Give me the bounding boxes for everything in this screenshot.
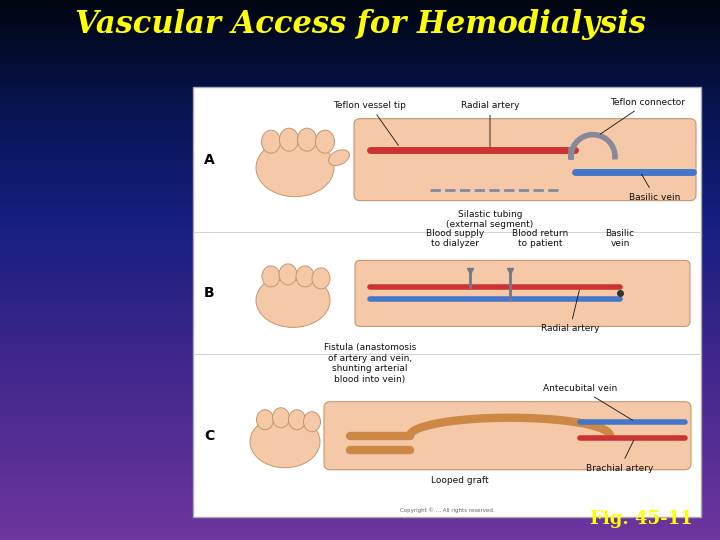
Ellipse shape [328,150,349,166]
Ellipse shape [261,130,281,153]
Text: Antecubital vein: Antecubital vein [543,384,633,420]
Ellipse shape [256,139,334,197]
Ellipse shape [256,410,274,430]
Text: Silastic tubing
(external segment): Silastic tubing (external segment) [446,210,534,229]
Text: Radial artery: Radial artery [461,100,519,147]
Text: Brachial artery: Brachial artery [586,440,654,472]
Ellipse shape [304,411,320,432]
Text: Vascular Access for Hemodialysis: Vascular Access for Hemodialysis [75,9,645,39]
Text: C: C [204,429,215,443]
FancyBboxPatch shape [354,119,696,201]
FancyBboxPatch shape [324,402,691,470]
Text: Fig. 45-11: Fig. 45-11 [590,510,693,528]
Ellipse shape [312,268,330,289]
Ellipse shape [296,266,314,287]
Ellipse shape [256,273,330,327]
Text: Teflon vessel tip: Teflon vessel tip [333,100,406,145]
Text: Blood supply
to dialyzer: Blood supply to dialyzer [426,229,484,248]
FancyBboxPatch shape [355,260,690,326]
Ellipse shape [262,266,280,287]
Ellipse shape [297,128,317,151]
Ellipse shape [279,128,299,151]
Text: Teflon connector: Teflon connector [600,98,685,134]
Ellipse shape [272,408,289,428]
Text: Looped graft: Looped graft [431,476,489,485]
Ellipse shape [279,264,297,285]
Ellipse shape [315,130,335,153]
Ellipse shape [289,410,305,430]
Text: Basilic vein: Basilic vein [629,174,680,201]
Text: Radial artery: Radial artery [541,290,599,333]
Ellipse shape [250,416,320,468]
Text: Fistula (anastomosis
of artery and vein,
shunting arterial
blood into vein): Fistula (anastomosis of artery and vein,… [324,343,416,383]
Text: Copyright © ... All rights reserved.: Copyright © ... All rights reserved. [400,508,495,513]
Text: B: B [204,286,215,300]
Text: A: A [204,153,215,167]
Text: Basilic
vein: Basilic vein [606,229,634,248]
FancyBboxPatch shape [193,87,701,517]
Text: Blood return
to patient: Blood return to patient [512,229,568,248]
